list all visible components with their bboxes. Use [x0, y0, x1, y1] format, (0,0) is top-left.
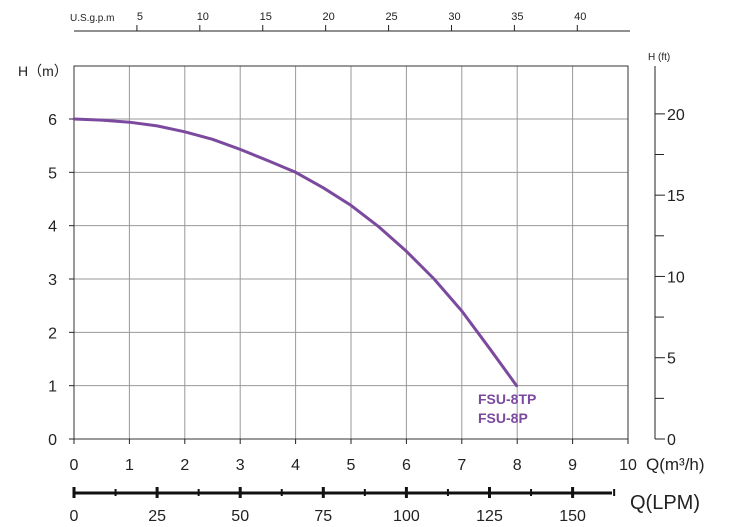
- y-tick-label-0: 0: [48, 432, 57, 449]
- x-tick-label-3: 3: [236, 457, 245, 474]
- y-tick-label-4: 4: [48, 219, 57, 236]
- series-line-0: [72, 117, 519, 388]
- top-tick-label-40: 40: [574, 11, 586, 23]
- bottom-tick-label-100: 100: [393, 508, 420, 525]
- curve-label-fsu-8tp: FSU-8TP: [478, 391, 536, 407]
- x-tick-label-4: 4: [291, 457, 300, 474]
- top-tick-label-5: 5: [137, 11, 143, 23]
- x-tick-label-8: 8: [513, 457, 522, 474]
- top-tick-label-30: 30: [448, 11, 460, 23]
- right-tick-label-10: 10: [667, 269, 685, 286]
- top-tick-label-35: 35: [511, 11, 523, 23]
- x-tick-label-5: 5: [347, 457, 356, 474]
- x-tick-label-1: 1: [125, 457, 134, 474]
- bottom-tick-label-125: 125: [476, 508, 503, 525]
- grid: [74, 66, 628, 439]
- bottom-tick-label-0: 0: [70, 508, 79, 525]
- top-tick-label-25: 25: [385, 11, 397, 23]
- x-axis-label: Q(m³/h): [646, 455, 705, 474]
- right-axis-label: H (ft): [648, 52, 670, 63]
- bottom-tick-label-25: 25: [148, 508, 166, 525]
- bottom-axis-label: Q(LPM): [630, 492, 700, 514]
- y-tick-label-2: 2: [48, 325, 57, 342]
- y-tick-label-1: 1: [48, 379, 57, 396]
- y-tick-label-5: 5: [48, 165, 57, 182]
- tick-marks: [69, 25, 665, 498]
- series: [72, 117, 519, 388]
- x-tick-label-7: 7: [457, 457, 466, 474]
- x-tick-label-9: 9: [568, 457, 577, 474]
- bottom-tick-label-150: 150: [559, 508, 586, 525]
- x-tick-label-6: 6: [402, 457, 411, 474]
- y-tick-label-6: 6: [48, 112, 57, 129]
- top-tick-label-20: 20: [323, 11, 335, 23]
- right-tick-label-0: 0: [667, 432, 676, 449]
- y-tick-label-3: 3: [48, 272, 57, 289]
- right-tick-label-5: 5: [667, 351, 676, 368]
- x-tick-label-0: 0: [70, 457, 79, 474]
- curve-label-fsu-8p: FSU-8P: [478, 410, 528, 426]
- x-tick-label-2: 2: [180, 457, 189, 474]
- right-tick-label-15: 15: [667, 188, 685, 205]
- bottom-tick-label-50: 50: [231, 508, 249, 525]
- top-axis-label: U.S.g.p.m: [70, 13, 114, 24]
- top-tick-label-10: 10: [197, 11, 209, 23]
- y-axis-label: H（m）: [18, 63, 68, 79]
- top-tick-label-15: 15: [260, 11, 272, 23]
- bottom-tick-label-75: 75: [314, 508, 332, 525]
- right-tick-label-20: 20: [667, 107, 685, 124]
- x-tick-label-10: 10: [619, 457, 637, 474]
